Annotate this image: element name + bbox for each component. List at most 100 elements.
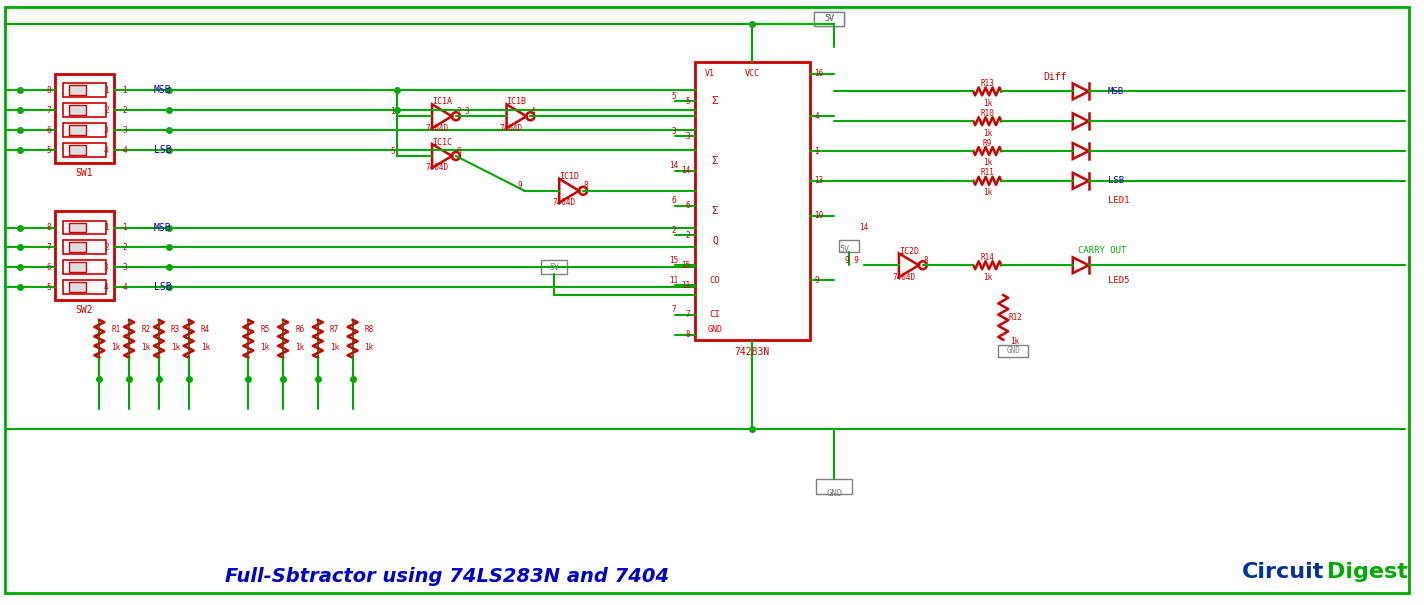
Text: 4: 4 [104, 146, 108, 154]
Text: 5: 5 [390, 146, 394, 155]
Text: R8: R8 [365, 325, 373, 335]
Text: R9: R9 [983, 139, 993, 148]
Bar [68, 85, 87, 96]
Bar [68, 105, 87, 116]
Bar [68, 243, 87, 252]
Text: Full-Sbtractor using 74LS283N and 7404: Full-Sbtractor using 74LS283N and 7404 [225, 567, 669, 586]
Text: 2: 2 [122, 106, 127, 115]
Text: 8: 8 [46, 223, 51, 232]
Text: Q: Q [712, 235, 718, 246]
Bar [54, 211, 114, 300]
Text: R11: R11 [980, 168, 994, 177]
Text: LSB: LSB [154, 282, 171, 292]
Text: IC1D: IC1D [560, 172, 580, 182]
Text: 2: 2 [122, 243, 127, 252]
Text: SW1: SW1 [75, 168, 93, 178]
Text: VCC: VCC [745, 69, 759, 78]
Text: Circuit: Circuit [1242, 562, 1324, 582]
Text: 5V: 5V [824, 15, 834, 24]
Bar [816, 479, 852, 494]
Text: 9 9: 9 9 [846, 256, 859, 265]
Text: 7404D: 7404D [426, 163, 449, 172]
Text: LED5: LED5 [1108, 276, 1129, 284]
Text: IC2D: IC2D [899, 247, 918, 256]
Bar [63, 83, 107, 97]
Text: 7: 7 [46, 106, 51, 115]
Text: R3: R3 [171, 325, 179, 335]
Text: IC1B: IC1B [507, 97, 527, 106]
Text: 7404D: 7404D [500, 123, 523, 132]
Text: 11: 11 [669, 276, 678, 284]
Text: 16: 16 [815, 69, 823, 78]
Text: IC1A: IC1A [431, 97, 451, 106]
Text: 1k: 1k [365, 343, 373, 352]
Text: 3: 3 [122, 126, 127, 135]
Text: GND: GND [708, 325, 722, 335]
Text: SW2: SW2 [75, 305, 93, 315]
Bar [68, 125, 87, 135]
Text: Diff: Diff [1042, 71, 1067, 82]
Text: 2: 2 [686, 231, 691, 240]
Text: 1k: 1k [141, 343, 151, 352]
Text: 1: 1 [122, 223, 127, 232]
Bar [68, 223, 87, 232]
Bar [541, 260, 567, 274]
Bar [63, 260, 107, 274]
Text: 7404D: 7404D [893, 273, 916, 282]
Text: R12: R12 [1008, 313, 1022, 322]
Text: 2: 2 [104, 243, 108, 252]
Text: CI: CI [709, 310, 721, 319]
Text: 9: 9 [815, 276, 819, 284]
Text: 15: 15 [681, 261, 691, 270]
Text: 5V: 5V [839, 245, 849, 254]
Text: 5: 5 [46, 146, 51, 154]
Text: R1: R1 [111, 325, 121, 335]
Bar [63, 123, 107, 137]
Bar [68, 145, 87, 155]
Text: 2: 2 [457, 107, 461, 116]
Text: 1k: 1k [1011, 337, 1020, 346]
Bar [63, 221, 107, 235]
Bar [815, 12, 844, 26]
Text: 1: 1 [390, 107, 394, 116]
Text: 6: 6 [46, 126, 51, 135]
Text: R7: R7 [330, 325, 339, 335]
Bar [63, 240, 107, 254]
Text: 14: 14 [669, 162, 678, 171]
Text: 4: 4 [122, 146, 127, 154]
Text: IC1C: IC1C [431, 137, 451, 146]
Bar [695, 62, 809, 340]
Text: 4: 4 [104, 283, 108, 292]
Text: Σ: Σ [712, 206, 719, 215]
Text: R10: R10 [980, 109, 994, 118]
Text: 3: 3 [464, 107, 468, 116]
Text: MSB: MSB [154, 223, 171, 232]
Text: 5V: 5V [824, 15, 834, 24]
Text: 7: 7 [671, 306, 676, 315]
Text: 3: 3 [104, 126, 108, 135]
Text: 1k: 1k [983, 129, 993, 138]
Text: CARRY OUT: CARRY OUT [1078, 246, 1126, 255]
Text: 6: 6 [457, 146, 461, 155]
Text: R4: R4 [201, 325, 209, 335]
Text: Σ: Σ [712, 96, 719, 106]
Bar [63, 103, 107, 117]
Text: Digest: Digest [1327, 562, 1408, 582]
Text: R14: R14 [980, 253, 994, 262]
Text: 6: 6 [671, 196, 676, 205]
Text: 7404D: 7404D [426, 123, 449, 132]
Bar [998, 345, 1028, 356]
Text: 10: 10 [815, 211, 823, 220]
Text: 14: 14 [681, 166, 691, 175]
Text: 1: 1 [122, 86, 127, 95]
Text: 2: 2 [104, 106, 108, 115]
Text: 8: 8 [46, 86, 51, 95]
Text: 5: 5 [686, 97, 691, 106]
Text: LED1: LED1 [1108, 196, 1129, 205]
Bar [54, 74, 114, 163]
Text: 1: 1 [104, 223, 108, 232]
Text: LSB: LSB [154, 145, 171, 155]
Text: R2: R2 [141, 325, 151, 335]
Text: 1: 1 [815, 146, 819, 155]
Bar [63, 280, 107, 294]
